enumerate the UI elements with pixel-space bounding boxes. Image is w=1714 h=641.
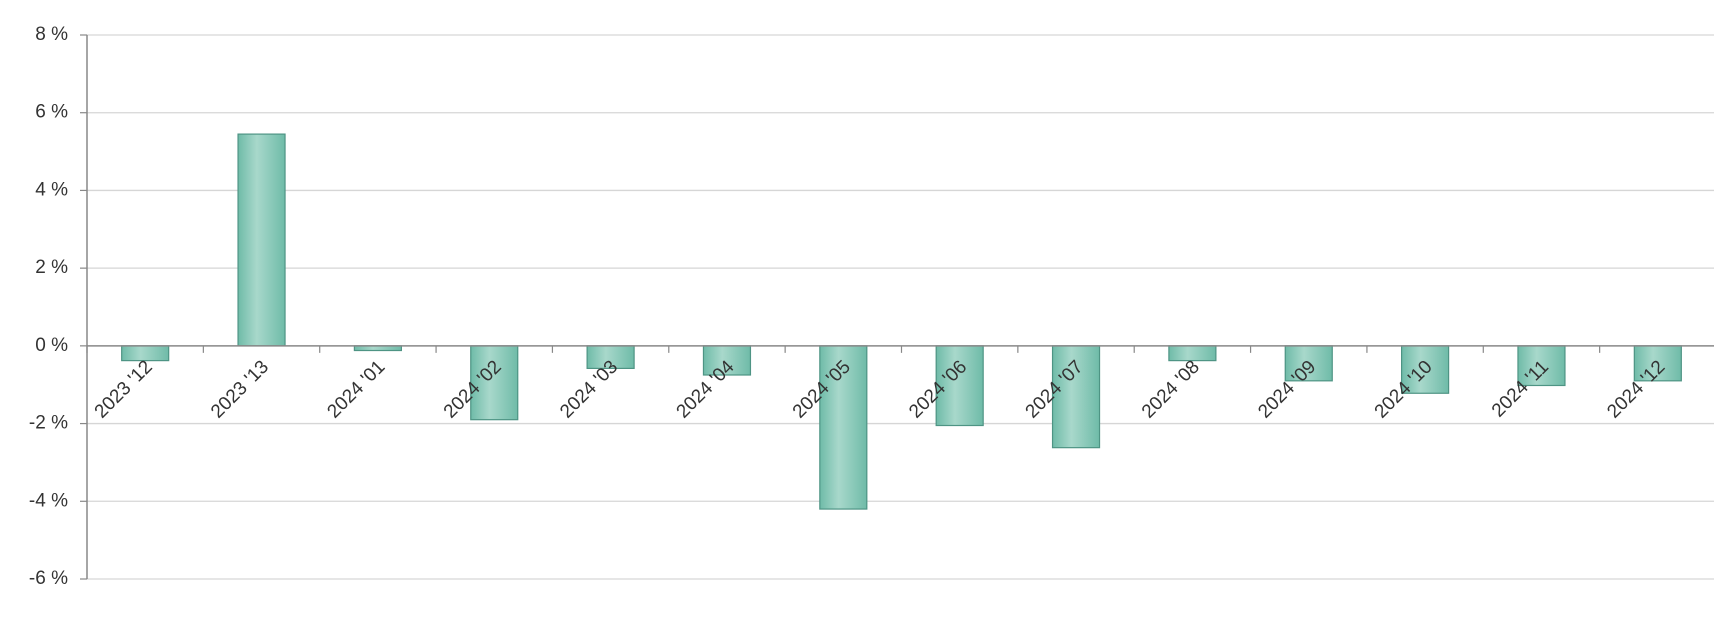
bar-1 bbox=[237, 133, 286, 347]
y-tick-label: -6 % bbox=[29, 568, 68, 589]
y-tick-label: 4 % bbox=[35, 179, 68, 200]
y-tick-label: 2 % bbox=[35, 257, 68, 278]
y-tick-label: -4 % bbox=[29, 490, 68, 511]
bar-9 bbox=[1168, 345, 1217, 362]
bar-11 bbox=[1401, 345, 1450, 394]
y-axis-tick-labels: 8 % 6 % 4 % 2 % 0 % -2 % -4 % -6 % bbox=[29, 24, 68, 589]
bar-8 bbox=[1051, 345, 1101, 449]
y-tick-label: 6 % bbox=[35, 102, 68, 123]
x-tick-label: 2023 '13 bbox=[207, 357, 273, 423]
bar-5 bbox=[702, 345, 752, 376]
bar-13 bbox=[1633, 345, 1682, 382]
x-tick-label: 2024 '08 bbox=[1138, 357, 1204, 423]
y-tick-label: -2 % bbox=[29, 413, 68, 434]
bar-6 bbox=[819, 345, 868, 510]
bar-10 bbox=[1284, 345, 1333, 382]
axes bbox=[80, 34, 1714, 580]
bar-7 bbox=[935, 345, 984, 427]
y-tick-label: 0 % bbox=[35, 335, 68, 356]
x-tick-label: 2024 '01 bbox=[323, 357, 389, 423]
x-tick-label: 2023 '12 bbox=[91, 357, 157, 423]
bar-0 bbox=[121, 345, 170, 362]
y-tick-label: 8 % bbox=[35, 24, 68, 45]
gridlines bbox=[87, 34, 1714, 580]
bar-3 bbox=[470, 345, 519, 421]
